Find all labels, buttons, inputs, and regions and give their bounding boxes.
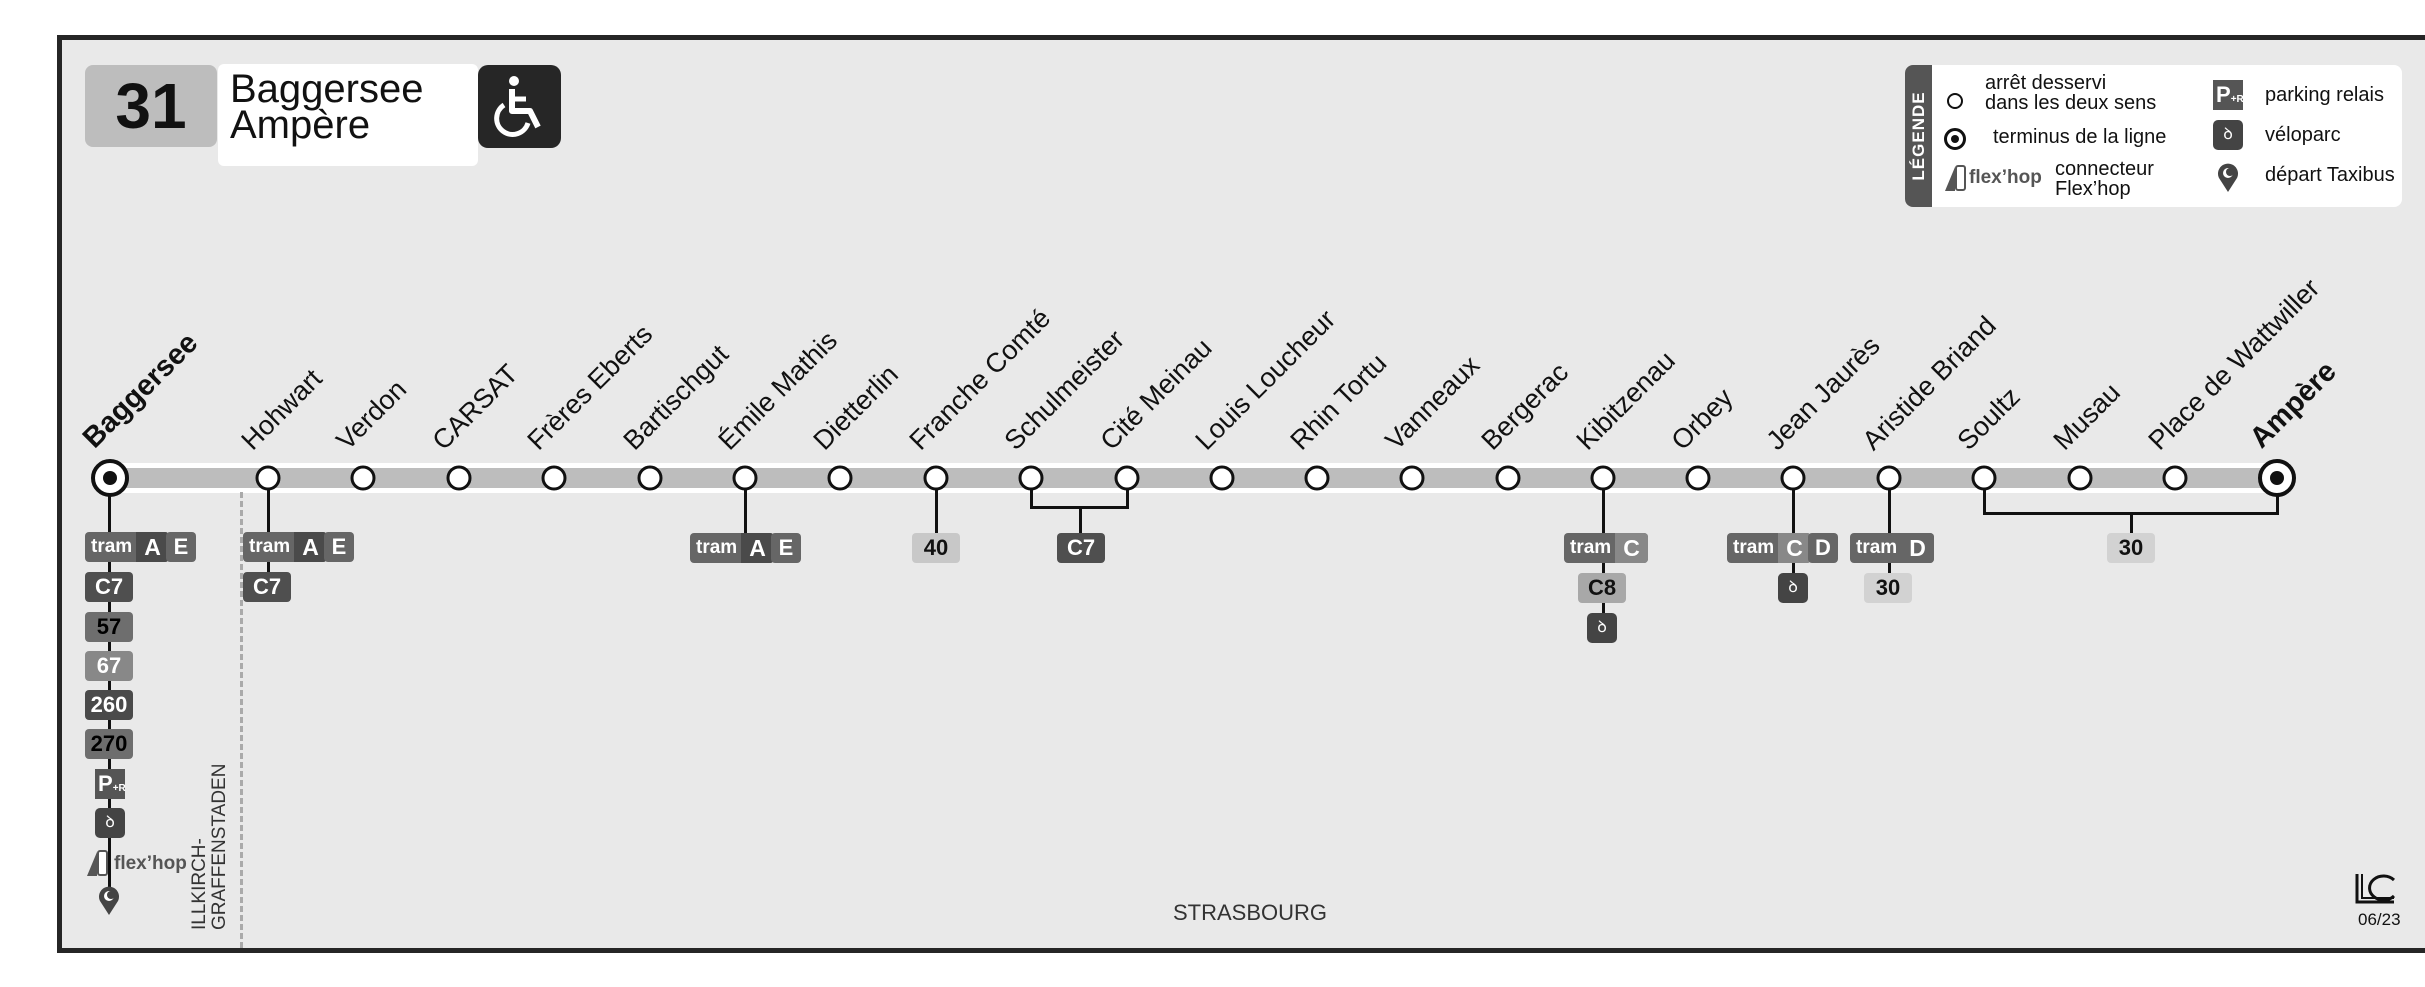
tram-badge-baggersee[interactable]: tram A bbox=[85, 532, 169, 562]
legend-park-ride-label: parking relais bbox=[2265, 84, 2384, 106]
stop-marker[interactable] bbox=[1114, 465, 1140, 491]
flexhop-icon: flex’hop bbox=[1945, 165, 2049, 191]
line-destinations: Baggersee Ampère bbox=[218, 64, 478, 166]
tram-e-badge-baggersee[interactable]: E bbox=[166, 532, 196, 562]
tram-badge-emile-mathis[interactable]: tram A bbox=[690, 533, 774, 563]
bus-c7-badge-hohwart[interactable]: C7 bbox=[243, 572, 291, 602]
stop-circle-icon bbox=[1947, 93, 1963, 109]
stop-marker[interactable] bbox=[1304, 465, 1330, 491]
line30-bracket-stem bbox=[2130, 512, 2133, 534]
flexhop-icon: flex’hop bbox=[87, 850, 197, 876]
route-track bbox=[100, 468, 2290, 488]
park-and-ride-icon: P+R bbox=[95, 769, 126, 799]
stop-marker[interactable] bbox=[1971, 465, 1997, 491]
stop-marker[interactable] bbox=[2162, 465, 2188, 491]
bike-parking-icon: ꝺ bbox=[1778, 573, 1808, 603]
stop-marker[interactable] bbox=[923, 465, 949, 491]
bike-parking-icon: ꝺ bbox=[95, 808, 125, 838]
destination-top: Baggersee bbox=[230, 67, 424, 111]
cite-meinau-connector bbox=[1126, 478, 1129, 508]
tram-d-badge-jean-jaures[interactable]: D bbox=[1808, 533, 1838, 563]
bus-30-badge-soultz[interactable]: 30 bbox=[2107, 533, 2155, 563]
bus-40-badge[interactable]: 40 bbox=[912, 533, 960, 563]
legend-taxibus-label: départ Taxibus bbox=[2265, 164, 2395, 186]
tram-badge-jean-jaures[interactable]: tram C bbox=[1727, 533, 1811, 563]
zone-illkirch: ILLKIRCH- GRAFFENSTADEN bbox=[189, 763, 230, 930]
stop-marker[interactable] bbox=[1209, 465, 1235, 491]
bus-c7-badge-meinau[interactable]: C7 bbox=[1057, 533, 1105, 563]
stop-marker[interactable] bbox=[1780, 465, 1806, 491]
tram-e-badge-hohwart[interactable]: E bbox=[324, 532, 354, 562]
legend-title-bar: LÉGENDE bbox=[1905, 65, 1932, 207]
tram-badge-hohwart[interactable]: tram A bbox=[243, 532, 327, 562]
stop-marker[interactable] bbox=[1495, 465, 1521, 491]
tram-badge-aristide-briand[interactable]: tram D bbox=[1850, 533, 1934, 563]
park-and-ride-icon: P+R bbox=[2213, 80, 2244, 110]
line-number-badge: 31 bbox=[85, 65, 217, 147]
terminus-stop[interactable] bbox=[2258, 459, 2296, 497]
terminus-icon bbox=[1944, 128, 1966, 150]
stop-marker[interactable] bbox=[2067, 465, 2093, 491]
stop-marker[interactable] bbox=[446, 465, 472, 491]
lc-logo bbox=[2354, 872, 2398, 908]
bike-parking-icon: ꝺ bbox=[2213, 120, 2243, 150]
edition-date: 06/23 bbox=[2358, 910, 2401, 929]
schulmeister-connector bbox=[1030, 478, 1033, 508]
tram-badge-kibitzenau[interactable]: tram C bbox=[1564, 533, 1648, 563]
soultz-connector bbox=[1983, 478, 1986, 513]
aristide-briand-connector bbox=[1888, 478, 1891, 578]
terminus-stop[interactable] bbox=[91, 459, 129, 497]
stop-marker[interactable] bbox=[541, 465, 567, 491]
tram-e-badge-emile-mathis[interactable]: E bbox=[771, 533, 801, 563]
stop-marker[interactable] bbox=[732, 465, 758, 491]
bike-parking-icon: ꝺ bbox=[1587, 613, 1617, 643]
bus-30-badge-briand[interactable]: 30 bbox=[1864, 573, 1912, 603]
bus-67-badge[interactable]: 67 bbox=[85, 651, 133, 681]
ampere-connector bbox=[2276, 490, 2279, 513]
stop-marker[interactable] bbox=[1590, 465, 1616, 491]
bus-57-badge[interactable]: 57 bbox=[85, 612, 133, 642]
legend-terminus-label: terminus de la ligne bbox=[1993, 126, 2167, 148]
bus-c7-badge[interactable]: C7 bbox=[85, 572, 133, 602]
franche-comte-connector bbox=[935, 478, 938, 534]
legend: LÉGENDE arrêt desservi dans les deux sens… bbox=[1905, 65, 2402, 207]
destination-bottom: Ampère bbox=[230, 103, 371, 147]
bus-260-badge[interactable]: 260 bbox=[85, 690, 133, 720]
stop-marker[interactable] bbox=[350, 465, 376, 491]
commune-boundary bbox=[240, 492, 243, 948]
stop-marker[interactable] bbox=[1399, 465, 1425, 491]
hohwart-connector bbox=[267, 478, 270, 578]
wheelchair-icon bbox=[478, 65, 561, 148]
stop-marker[interactable] bbox=[255, 465, 281, 491]
c7-bracket-stem bbox=[1079, 506, 1082, 534]
taxibus-icon bbox=[98, 885, 120, 915]
stop-marker[interactable] bbox=[827, 465, 853, 491]
emile-mathis-connector bbox=[744, 478, 747, 534]
stop-marker[interactable] bbox=[637, 465, 663, 491]
stop-marker[interactable] bbox=[1685, 465, 1711, 491]
taxibus-icon bbox=[2217, 162, 2239, 192]
legend-stop-label: arrêt desservi dans les deux sens bbox=[1985, 72, 2157, 114]
zone-strasbourg: STRASBOURG bbox=[1173, 900, 1328, 925]
legend-flexhop-label: connecteur Flex’hop bbox=[2055, 158, 2154, 200]
bus-270-badge[interactable]: 270 bbox=[85, 729, 133, 759]
stop-marker[interactable] bbox=[1018, 465, 1044, 491]
legend-veloparc-label: véloparc bbox=[2265, 124, 2341, 146]
stop-marker[interactable] bbox=[1876, 465, 1902, 491]
bus-c8-badge[interactable]: C8 bbox=[1578, 573, 1626, 603]
